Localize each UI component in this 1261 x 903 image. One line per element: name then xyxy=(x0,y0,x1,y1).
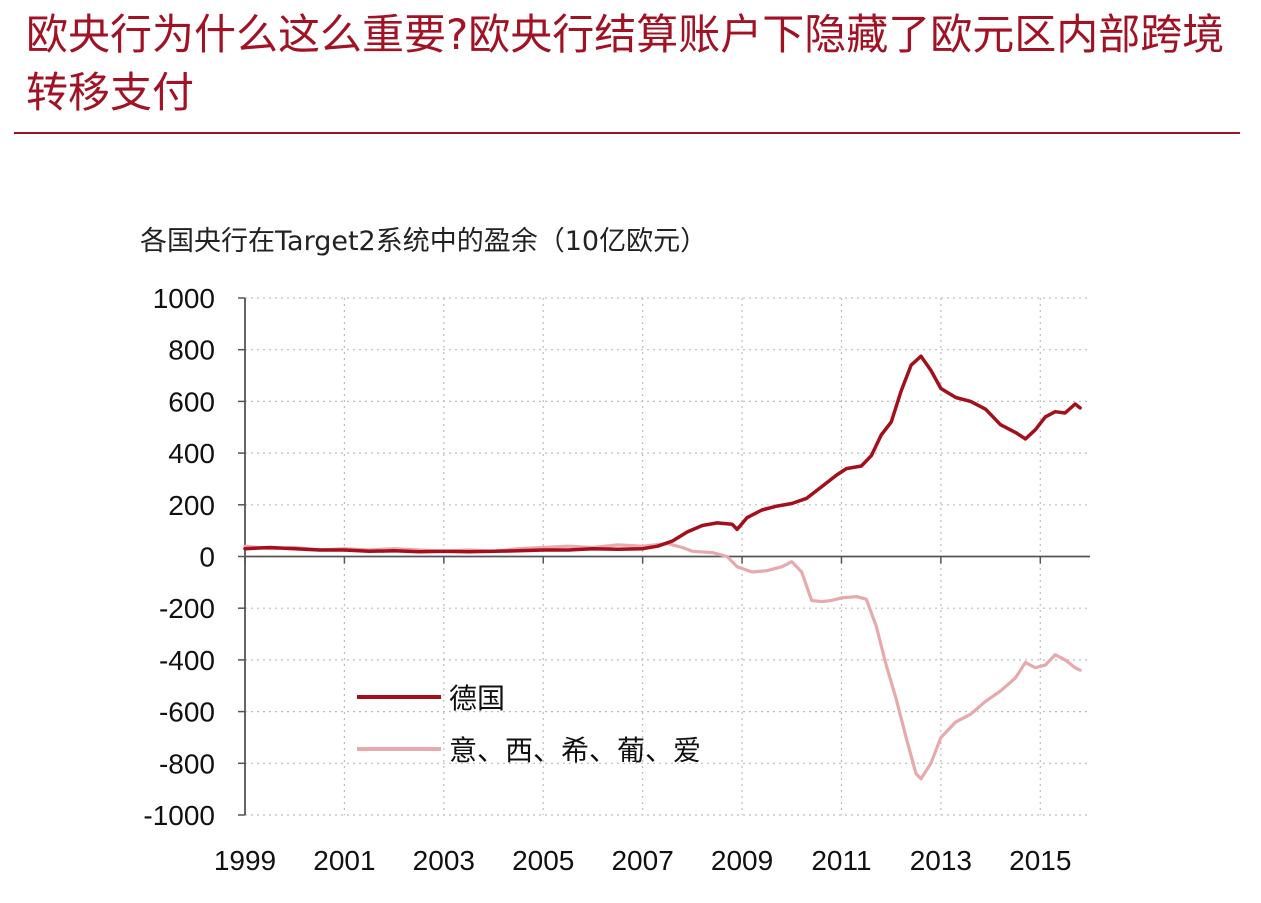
series-line-germany xyxy=(243,354,1082,554)
slide-title: 欧央行为什么这么重要?欧央行结算账户下隐藏了欧元区内部跨境转移支付 xyxy=(26,10,1225,117)
chart-legend: 德国意、西、希、葡、爱 xyxy=(357,682,701,767)
y-axis-ticks: 1000 800 600 400 200 0 -200 -400 -600 -800 -1000 xyxy=(143,283,215,831)
x-tick-label: 2007 xyxy=(611,845,673,876)
y-tick-label: 200 xyxy=(168,490,215,521)
y-tick-label: 1000 xyxy=(153,283,215,314)
y-tick-label: 0 xyxy=(199,542,215,573)
legend-label-periphery: 意、西、希、葡、爱 xyxy=(449,734,701,767)
y-tick-label: -1000 xyxy=(143,800,215,831)
x-tick-label: 2015 xyxy=(1009,845,1071,876)
x-tick-label: 2009 xyxy=(711,845,773,876)
x-tick-label: 2013 xyxy=(910,845,972,876)
chart-axes xyxy=(238,297,1090,816)
x-tick-label: 1999 xyxy=(214,845,276,876)
y-tick-label: -800 xyxy=(159,748,215,779)
x-tick-label: 2005 xyxy=(512,845,574,876)
y-tick-label: 400 xyxy=(168,438,215,469)
y-tick-label: 800 xyxy=(168,335,215,366)
title-divider xyxy=(14,132,1240,134)
x-axis-ticks: 1999 2001 2003 2005 2007 2009 2011 2013 2015 xyxy=(214,845,1072,876)
y-tick-label: -600 xyxy=(159,697,215,728)
series-lines xyxy=(243,354,1082,781)
y-tick-label: -400 xyxy=(159,645,215,676)
y-tick-label: 600 xyxy=(168,386,215,417)
legend-label-germany: 德国 xyxy=(449,682,505,715)
x-tick-label: 2003 xyxy=(413,845,475,876)
x-tick-label: 2011 xyxy=(811,845,871,876)
chart-title: 各国央行在Target2系统中的盈余（10亿欧元） xyxy=(140,226,708,257)
x-tick-label: 2001 xyxy=(313,845,375,876)
y-tick-label: -200 xyxy=(159,593,215,624)
